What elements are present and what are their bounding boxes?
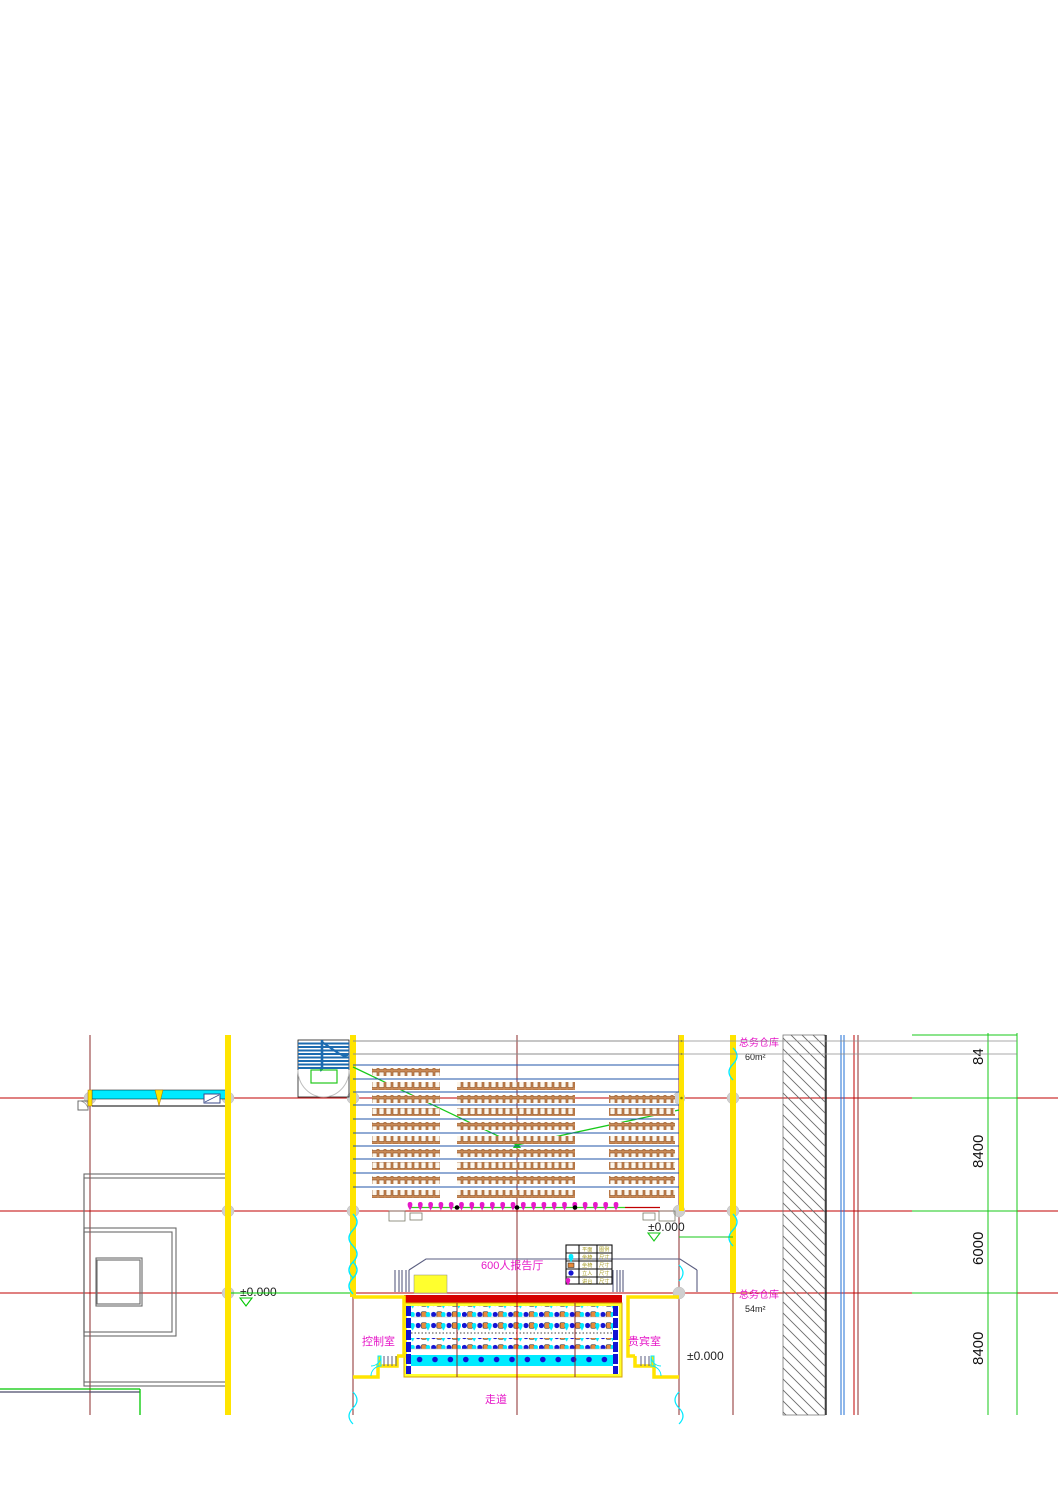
svg-text:坐椅: 坐椅 bbox=[582, 1253, 592, 1261]
svg-text:走道: 走道 bbox=[485, 1392, 507, 1406]
svg-text:尺寸: 尺寸 bbox=[599, 1253, 609, 1261]
svg-text:6000: 6000 bbox=[970, 1232, 987, 1265]
svg-text:图例: 图例 bbox=[599, 1245, 609, 1253]
svg-text:尺寸: 尺寸 bbox=[599, 1261, 609, 1269]
svg-text:总务仓库: 总务仓库 bbox=[739, 1288, 779, 1301]
svg-text:±0.000: ±0.000 bbox=[648, 1220, 685, 1234]
svg-text:讲台: 讲台 bbox=[582, 1277, 592, 1285]
svg-text:尺寸: 尺寸 bbox=[599, 1269, 609, 1277]
svg-text:贵宾室: 贵宾室 bbox=[628, 1334, 661, 1348]
svg-text:60m²: 60m² bbox=[745, 1052, 766, 1062]
svg-text:±0.000: ±0.000 bbox=[687, 1349, 724, 1363]
svg-text:8400: 8400 bbox=[970, 1332, 987, 1365]
svg-text:600人报告厅: 600人报告厅 bbox=[481, 1258, 543, 1272]
svg-text:尺寸: 尺寸 bbox=[599, 1277, 609, 1285]
svg-text:8400: 8400 bbox=[970, 1135, 987, 1168]
svg-text:平面: 平面 bbox=[582, 1246, 592, 1253]
svg-text:总务仓库: 总务仓库 bbox=[739, 1036, 779, 1049]
svg-text:84: 84 bbox=[970, 1048, 987, 1065]
svg-text:坐椅: 坐椅 bbox=[582, 1261, 592, 1269]
svg-text:控制室: 控制室 bbox=[362, 1334, 395, 1348]
svg-text:54m²: 54m² bbox=[745, 1304, 766, 1314]
svg-text:立人: 立人 bbox=[582, 1269, 592, 1277]
svg-text:±0.000: ±0.000 bbox=[240, 1285, 277, 1299]
